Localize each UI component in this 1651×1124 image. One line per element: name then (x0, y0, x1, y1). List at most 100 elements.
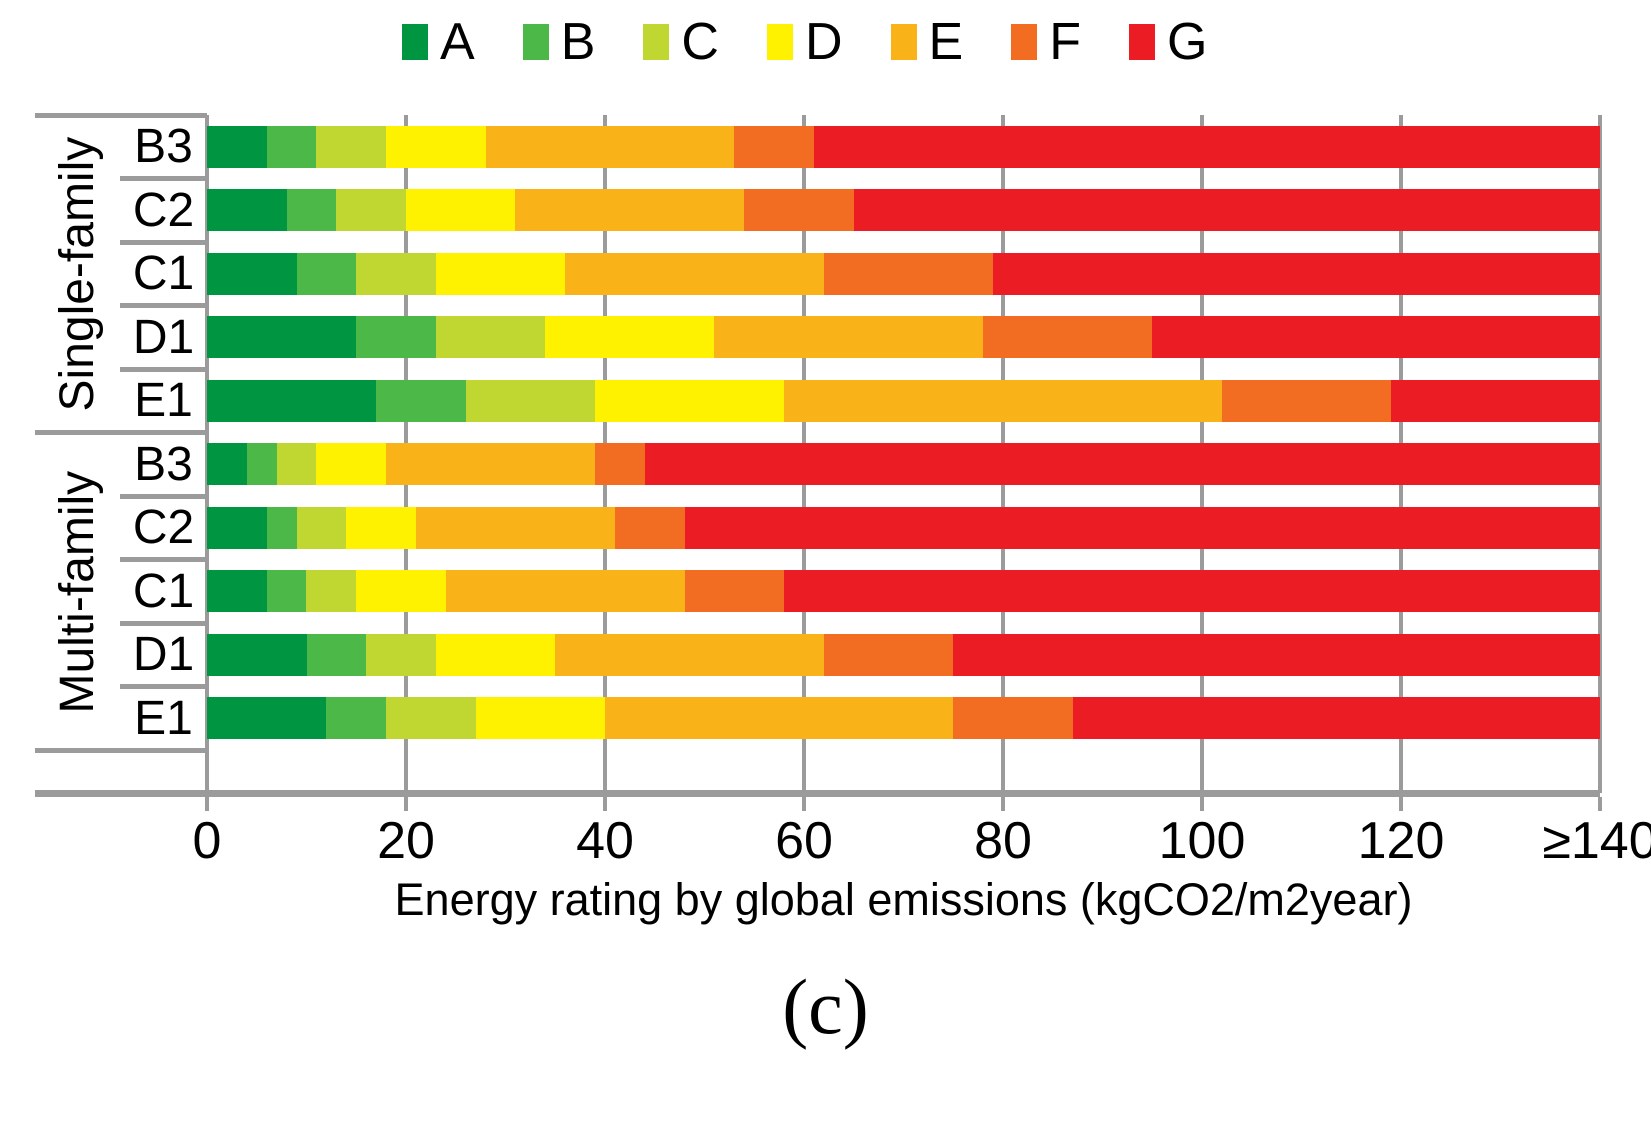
bar-segment-A (207, 252, 297, 295)
bar-segment-C (306, 570, 357, 613)
bar-segment-D (405, 189, 516, 232)
bar-row-E1 (207, 379, 1600, 422)
bar-segment-D (316, 443, 387, 486)
bar-segment-F (734, 125, 814, 168)
bar-row-C1 (207, 252, 1600, 295)
legend-label: F (1049, 13, 1081, 71)
group-block-0: Single-family B3 C2 C1 D1 E1 (35, 115, 207, 433)
bar-segment-F (823, 633, 954, 676)
row-separator (120, 366, 207, 372)
bar-segment-E (386, 443, 596, 486)
bar-segment-D (595, 379, 785, 422)
bar-segment-B (356, 316, 436, 359)
bar-segment-E (555, 633, 824, 676)
bar-segment-F (823, 252, 993, 295)
x-axis-tick-label: 120 (1357, 812, 1445, 870)
plot-area (205, 115, 1602, 793)
bar-segment-B (246, 443, 277, 486)
bar-segment-C (366, 633, 436, 676)
bar-segment-C (356, 252, 436, 295)
bar-segment-E (565, 252, 824, 295)
bar-segment-E (445, 570, 685, 613)
row-separator (120, 684, 207, 689)
bar-segment-B (286, 189, 337, 232)
bar-segment-G (644, 443, 1600, 486)
bar-segment-F (953, 697, 1073, 740)
bar-segment-F (1221, 379, 1392, 422)
legend-swatch-icon (402, 24, 428, 60)
bar-segment-C (336, 189, 406, 232)
x-axis-tick-label: 100 (1158, 812, 1246, 870)
bar-segment-D (545, 316, 715, 359)
bar-segment-D (346, 506, 416, 549)
legend-item-A: A (402, 16, 475, 68)
bar-segment-C (316, 125, 387, 168)
x-axis-tick-label: 20 (377, 812, 435, 870)
row-label-C2: C2 (132, 501, 195, 555)
x-axis-tick (1001, 797, 1005, 811)
x-axis-tick (1598, 797, 1602, 811)
group-separator (35, 112, 207, 118)
bar-row-D1 (207, 316, 1600, 359)
row-label-B3: B3 (134, 120, 193, 174)
bar-row-C2 (207, 506, 1600, 549)
x-axis-tick-label: 0 (192, 812, 222, 870)
category-labels-panel: Single-family B3 C2 C1 D1 E1 Multi-family B3 C2 C… (35, 112, 207, 753)
bar-segment-A (207, 570, 267, 613)
bar-segment-G (993, 252, 1600, 295)
bar-segment-C (465, 379, 596, 422)
x-axis-tick (404, 797, 408, 811)
bar-row-D1 (207, 633, 1600, 676)
row-separator (120, 303, 207, 308)
legend-swatch-icon (766, 24, 793, 60)
legend-label: A (440, 13, 475, 71)
legend-item-G: G (1128, 16, 1207, 68)
bar-segment-B (326, 697, 387, 740)
bar-segment-A (207, 633, 307, 676)
group-label: Single-family (51, 136, 104, 412)
row-label-D1: D1 (132, 310, 195, 364)
row-separator (120, 239, 207, 245)
bar-segment-B (266, 570, 307, 613)
bar-segment-A (207, 506, 267, 549)
bar-segment-C (276, 443, 317, 486)
x-axis-tick (802, 797, 806, 811)
group-separator (35, 747, 207, 753)
x-axis-tick-label: ≥140 (1542, 812, 1651, 870)
x-axis-tick (1200, 797, 1204, 811)
x-axis-tick (205, 797, 209, 811)
bar-segment-G (813, 125, 1600, 168)
bar-segment-C (435, 316, 546, 359)
bar-row-C1 (207, 570, 1600, 613)
group-label: Multi-family (51, 469, 104, 713)
row-label-B3: B3 (134, 437, 193, 491)
bar-segment-A (207, 697, 327, 740)
bar-segment-E (515, 189, 745, 232)
legend-label: D (804, 13, 843, 71)
row-label-E1: E1 (134, 691, 193, 745)
bar-segment-F (614, 506, 685, 549)
figure-caption: (c) (782, 963, 869, 1050)
group-block-1: Multi-family B3 C2 C1 D1 E1 (35, 433, 207, 751)
bar-segment-F (744, 189, 854, 232)
bar-segment-E (604, 697, 954, 740)
bar-segment-C (386, 697, 476, 740)
legend-item-F: F (1011, 16, 1081, 68)
bar-segment-E (415, 506, 615, 549)
bar-segment-A (207, 125, 267, 168)
row-separator (120, 620, 207, 626)
bar-segment-A (207, 316, 357, 359)
bar-segment-E (714, 316, 984, 359)
bar-segment-G (853, 189, 1600, 232)
legend-swatch-icon (890, 24, 917, 60)
legend-swatch-icon (522, 24, 549, 60)
bar-segment-F (983, 316, 1153, 359)
chart-legend: A B C D E F G (402, 16, 1207, 68)
bar-segment-G (1391, 379, 1600, 422)
row-separator (120, 176, 207, 181)
gridline (1598, 115, 1602, 793)
bar-segment-B (296, 252, 357, 295)
bar-segment-D (435, 633, 556, 676)
legend-item-B: B (522, 16, 595, 68)
legend-item-E: E (890, 16, 963, 68)
